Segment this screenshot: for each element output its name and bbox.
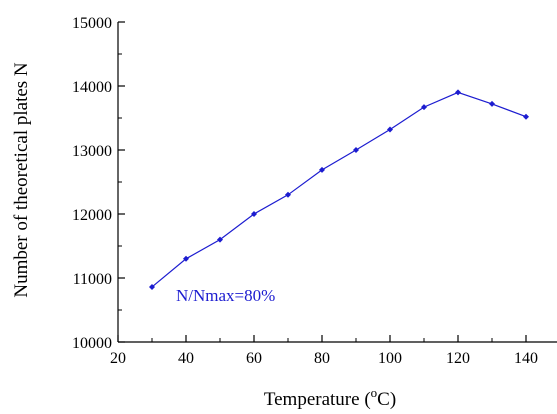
x-tick-label: 120: [446, 350, 470, 367]
x-tick-label: 20: [110, 350, 126, 367]
y-tick-label: 14000: [72, 79, 112, 96]
data-point: [455, 89, 461, 96]
data-point: [421, 104, 427, 111]
x-tick-label: 80: [314, 350, 330, 367]
x-axis-title-sup: o: [371, 385, 378, 400]
y-tick-label: 13000: [72, 143, 112, 160]
y-tick-label: 11000: [73, 271, 112, 288]
data-point: [387, 126, 393, 133]
x-tick-label: 60: [246, 350, 262, 367]
data-point: [319, 166, 325, 173]
data-point: [489, 100, 495, 107]
x-tick-label: 100: [378, 350, 402, 367]
x-axis-title-tail: C): [377, 389, 396, 410]
series-line: [151, 91, 527, 288]
data-point: [285, 191, 291, 198]
data-point: [183, 255, 189, 262]
data-point: [149, 283, 155, 290]
x-tick-label: 140: [514, 350, 538, 367]
y-tick-label: 10000: [72, 335, 112, 352]
data-point: [523, 113, 529, 120]
data-point: [217, 236, 223, 243]
y-tick-label: 15000: [72, 15, 112, 32]
x-ticks: 20 40 60 80 100 120 140: [110, 335, 538, 367]
series-layer: [149, 89, 529, 290]
y-ticks: 10000 11000 12000 13000 14000 15000: [72, 15, 125, 352]
x-axis-title: Temperature (oC): [264, 385, 396, 410]
data-point: [353, 147, 359, 153]
data-point: [251, 211, 257, 217]
y-tick-label: 12000: [72, 207, 112, 224]
y-axis-title: Number of theoretical plates N: [11, 62, 32, 298]
x-axis-title-main: Temperature (: [264, 389, 371, 410]
annotation: N/Nmax=80%: [176, 286, 275, 305]
x-tick-label: 40: [178, 350, 194, 367]
